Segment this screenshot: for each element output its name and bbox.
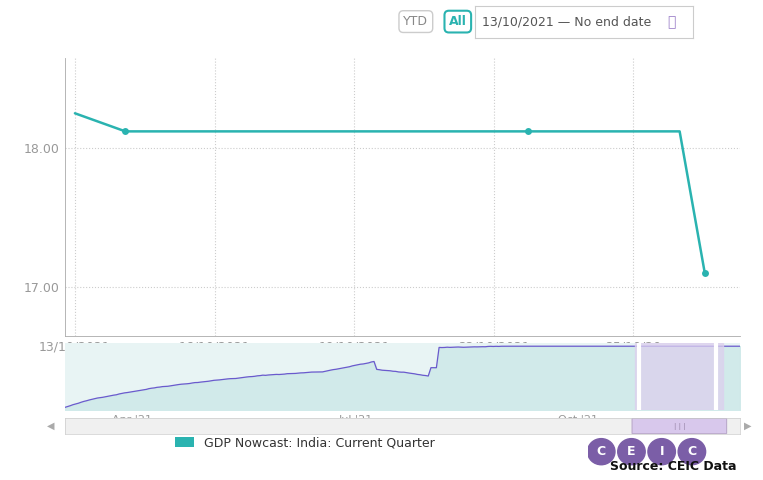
- Text: Source: CEIC Data: Source: CEIC Data: [610, 460, 736, 473]
- Text: I: I: [659, 445, 664, 458]
- Legend: GDP Nowcast: India: Current Quarter: GDP Nowcast: India: Current Quarter: [170, 432, 440, 455]
- Point: [523, 128, 535, 135]
- Text: C: C: [597, 445, 606, 458]
- Text: All: All: [449, 15, 467, 28]
- Circle shape: [678, 439, 706, 465]
- Text: ▶: ▶: [744, 421, 752, 431]
- Circle shape: [618, 439, 645, 465]
- Text: E: E: [627, 445, 636, 458]
- Point: [119, 128, 131, 135]
- FancyBboxPatch shape: [632, 419, 726, 433]
- Circle shape: [588, 439, 615, 465]
- Text: YTD: YTD: [404, 15, 428, 28]
- Text: ◀: ◀: [47, 421, 55, 431]
- Text: 13/10/2021 — No end date: 13/10/2021 — No end date: [482, 15, 652, 29]
- Circle shape: [648, 439, 675, 465]
- Bar: [636, 343, 723, 410]
- Point: [699, 269, 711, 277]
- Text: ⧉: ⧉: [667, 15, 675, 29]
- Text: C: C: [687, 445, 697, 458]
- Text: | | |: | | |: [674, 422, 685, 430]
